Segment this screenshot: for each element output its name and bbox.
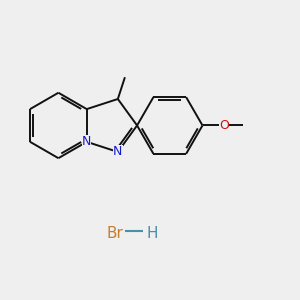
Text: H: H bbox=[147, 226, 158, 241]
Text: Br: Br bbox=[107, 226, 124, 241]
Text: O: O bbox=[219, 119, 229, 132]
Text: N: N bbox=[82, 135, 92, 148]
Text: N: N bbox=[113, 146, 122, 158]
